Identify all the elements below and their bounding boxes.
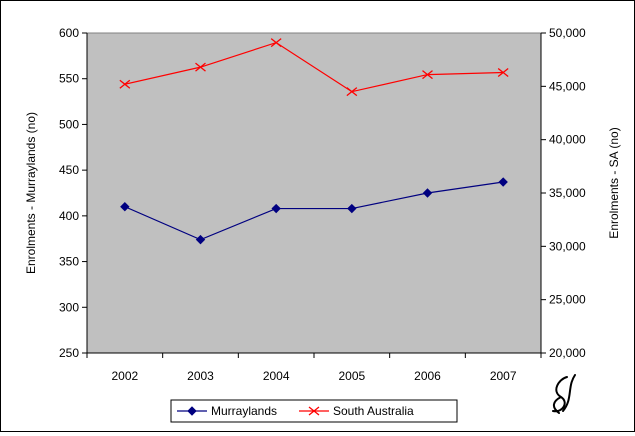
legend-label: South Australia bbox=[333, 404, 414, 418]
data-point-marker bbox=[497, 67, 509, 77]
legend-entry: South Australia bbox=[299, 404, 414, 418]
left-tick-label: 250 bbox=[59, 346, 79, 360]
right-tick-label: 20,000 bbox=[549, 346, 586, 360]
series-line bbox=[124, 41, 504, 93]
right-tick-label: 25,000 bbox=[549, 293, 586, 307]
left-axis-title: Enrolments - Murraylands (no) bbox=[24, 112, 38, 274]
right-tick-label: 40,000 bbox=[549, 133, 586, 147]
right-tick-label: 30,000 bbox=[549, 239, 586, 253]
data-point-marker bbox=[187, 406, 197, 416]
right-axis-title: Enrolments - SA (no) bbox=[607, 127, 621, 238]
data-point-marker bbox=[120, 202, 130, 212]
left-tick-label: 550 bbox=[59, 72, 79, 86]
legend-label: Murraylands bbox=[211, 404, 277, 418]
x-tick-label: 2004 bbox=[263, 369, 290, 383]
series-line bbox=[124, 181, 504, 241]
data-point-marker bbox=[346, 87, 358, 97]
left-tick-label: 450 bbox=[59, 163, 79, 177]
left-tick-label: 400 bbox=[59, 209, 79, 223]
logo-icon bbox=[552, 374, 576, 414]
data-point-marker bbox=[308, 406, 320, 416]
x-tick-label: 2005 bbox=[338, 369, 365, 383]
legend: Murraylands South Australia bbox=[170, 399, 458, 423]
left-tick-label: 600 bbox=[59, 26, 79, 40]
data-point-marker bbox=[195, 234, 206, 245]
left-tick-label: 300 bbox=[59, 300, 79, 314]
data-point-marker bbox=[195, 62, 206, 72]
x-axis-ticks: 2002 2003 2004 2005 2006 2007 bbox=[86, 352, 542, 383]
data-point-marker bbox=[498, 177, 508, 187]
series-south-australia bbox=[119, 38, 509, 97]
left-axis-ticks: 250 300 350 400 450 500 550 600 bbox=[59, 26, 88, 360]
series-murraylands bbox=[120, 177, 508, 245]
data-point-marker bbox=[347, 203, 357, 214]
plot-area bbox=[86, 32, 542, 354]
right-tick-label: 50,000 bbox=[549, 26, 586, 40]
right-tick-label: 45,000 bbox=[549, 79, 586, 93]
left-tick-label: 350 bbox=[59, 255, 79, 269]
legend-entry: Murraylands bbox=[177, 404, 277, 418]
x-tick-label: 2006 bbox=[414, 369, 441, 383]
right-tick-label: 35,000 bbox=[549, 186, 586, 200]
right-axis-ticks: 20,000 25,000 30,000 35,000 40,000 45,000 50,0… bbox=[540, 26, 586, 360]
data-point-marker bbox=[271, 203, 281, 214]
x-tick-label: 2007 bbox=[490, 369, 517, 383]
x-tick-label: 2002 bbox=[111, 369, 138, 383]
left-tick-label: 500 bbox=[59, 117, 79, 131]
data-point-marker bbox=[119, 79, 131, 89]
data-point-marker bbox=[422, 188, 433, 198]
data-point-marker bbox=[422, 70, 433, 80]
x-tick-label: 2003 bbox=[187, 369, 214, 383]
data-point-marker bbox=[270, 38, 282, 48]
series-group bbox=[119, 38, 509, 245]
